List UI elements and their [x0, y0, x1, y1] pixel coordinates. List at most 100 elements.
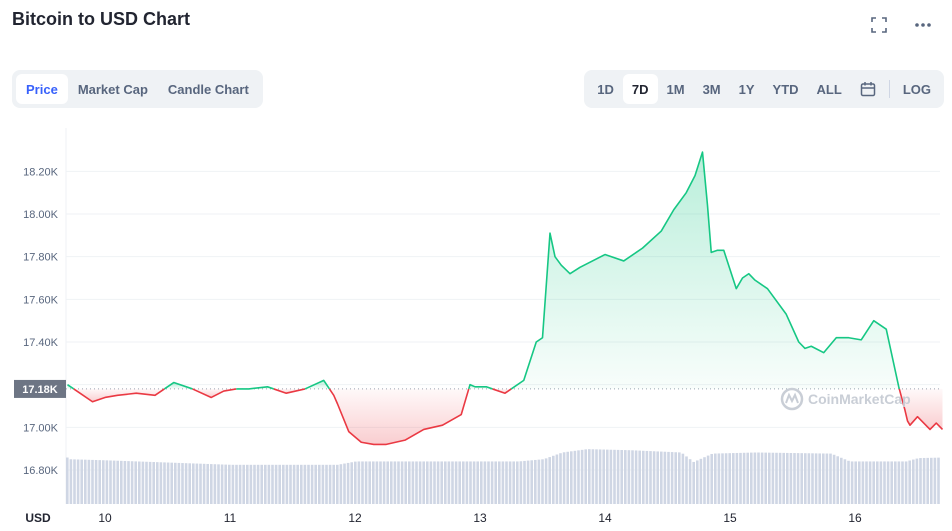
range-1y[interactable]: 1Y — [738, 81, 755, 97]
volume-bar — [865, 461, 868, 504]
volume-bar — [562, 452, 566, 504]
volume-bar — [256, 464, 260, 504]
volume-bar — [80, 459, 83, 504]
volume-bar — [307, 464, 310, 504]
volume-bar — [750, 452, 753, 504]
volume-bar — [840, 457, 843, 504]
volume-bar — [573, 450, 577, 504]
tab-candle-chart[interactable]: Candle Chart — [167, 81, 249, 97]
volume-bar — [231, 464, 235, 504]
volume-bar — [847, 460, 850, 504]
volume-bar — [300, 464, 303, 504]
volume-bar — [912, 459, 915, 504]
volume-bar — [627, 450, 631, 504]
volume-bar — [879, 461, 883, 504]
volume-bar — [624, 450, 627, 504]
volume-bar — [393, 461, 397, 504]
volume-bar — [166, 462, 170, 504]
volume-bar — [444, 461, 447, 504]
volume-bar — [541, 459, 544, 504]
more-icon[interactable] — [912, 14, 934, 36]
volume-bar — [325, 464, 328, 504]
range-ytd[interactable]: YTD — [772, 81, 799, 97]
volume-bar — [357, 461, 361, 504]
volume-bar — [192, 463, 195, 504]
volume-bar — [634, 450, 638, 504]
volume-bar — [170, 462, 173, 504]
volume-bar — [512, 461, 515, 504]
volume-bar — [188, 463, 191, 504]
volume-bar — [480, 461, 483, 504]
volume-bar — [271, 464, 274, 504]
tab-price[interactable]: Price — [16, 74, 68, 104]
volume-bar — [130, 461, 134, 504]
volume-bar — [296, 464, 299, 504]
area-fill-down — [329, 388, 469, 445]
volume-bar — [332, 464, 335, 504]
volume-bar — [148, 461, 152, 504]
y-axis-unit-label: USD — [25, 511, 51, 525]
volume-bar — [350, 462, 353, 504]
range-1d[interactable]: 1D — [597, 81, 614, 97]
volume-bar — [199, 463, 202, 504]
volume-bar — [102, 460, 105, 504]
volume-bar — [336, 464, 339, 504]
x-tick-label: 13 — [473, 511, 487, 525]
volume-bar — [289, 464, 292, 504]
volume-bar — [786, 452, 789, 504]
calendar-icon[interactable] — [851, 74, 885, 104]
volume-bar — [379, 461, 382, 504]
volume-bar — [829, 453, 832, 504]
area-fill-down — [899, 388, 943, 430]
volume-bar — [537, 459, 541, 504]
range-7d[interactable]: 7D — [622, 74, 658, 104]
volume-bar — [753, 452, 757, 504]
volume-bar — [285, 464, 289, 504]
area-fill-up — [511, 152, 900, 389]
volume-bar — [595, 449, 598, 504]
volume-bar — [721, 453, 724, 504]
fullscreen-icon[interactable] — [868, 14, 890, 36]
volume-bar — [642, 450, 645, 504]
volume-bar — [246, 464, 249, 504]
tab-market-cap[interactable]: Market Cap — [77, 81, 148, 97]
price-line-up — [467, 383, 493, 390]
volume-bar — [606, 449, 609, 504]
y-tick-label: 18.20K — [23, 166, 59, 178]
range-all[interactable]: ALL — [816, 81, 842, 97]
volume-bar — [681, 453, 685, 504]
coinmarketcap-logo-icon — [780, 387, 804, 411]
volume-bar — [242, 464, 245, 504]
range-3m[interactable]: 3M — [702, 81, 721, 97]
volume-bar — [163, 462, 166, 504]
volume-bar — [418, 461, 422, 504]
volume-bar — [656, 451, 659, 504]
volume-bar — [372, 461, 375, 504]
volume-bar — [498, 461, 501, 504]
volume-bar — [145, 461, 148, 504]
volume-bar — [382, 461, 386, 504]
volume-bar — [933, 457, 937, 504]
volume-bar — [811, 453, 814, 504]
volume-bar — [76, 459, 80, 504]
volume-bar — [922, 457, 926, 504]
volume-bar — [699, 458, 703, 504]
volume-bar — [472, 461, 476, 504]
volume-bar — [858, 461, 861, 504]
y-tick-label: 16.80K — [23, 465, 59, 477]
volume-bar — [724, 453, 728, 504]
volume-bar — [404, 461, 407, 504]
volume-bar — [670, 452, 674, 504]
volume-bar — [876, 461, 879, 504]
log-scale-toggle[interactable]: LOG — [902, 81, 931, 97]
volume-bar — [159, 462, 163, 504]
volume-bar — [249, 464, 253, 504]
range-1m[interactable]: 1M — [666, 81, 685, 97]
volume-bar — [84, 459, 87, 504]
volume-bar — [678, 452, 681, 504]
volume-bar — [800, 453, 803, 504]
volume-bar — [458, 461, 461, 504]
y-tick-label: 17.60K — [23, 294, 59, 306]
volume-bar — [292, 464, 296, 504]
